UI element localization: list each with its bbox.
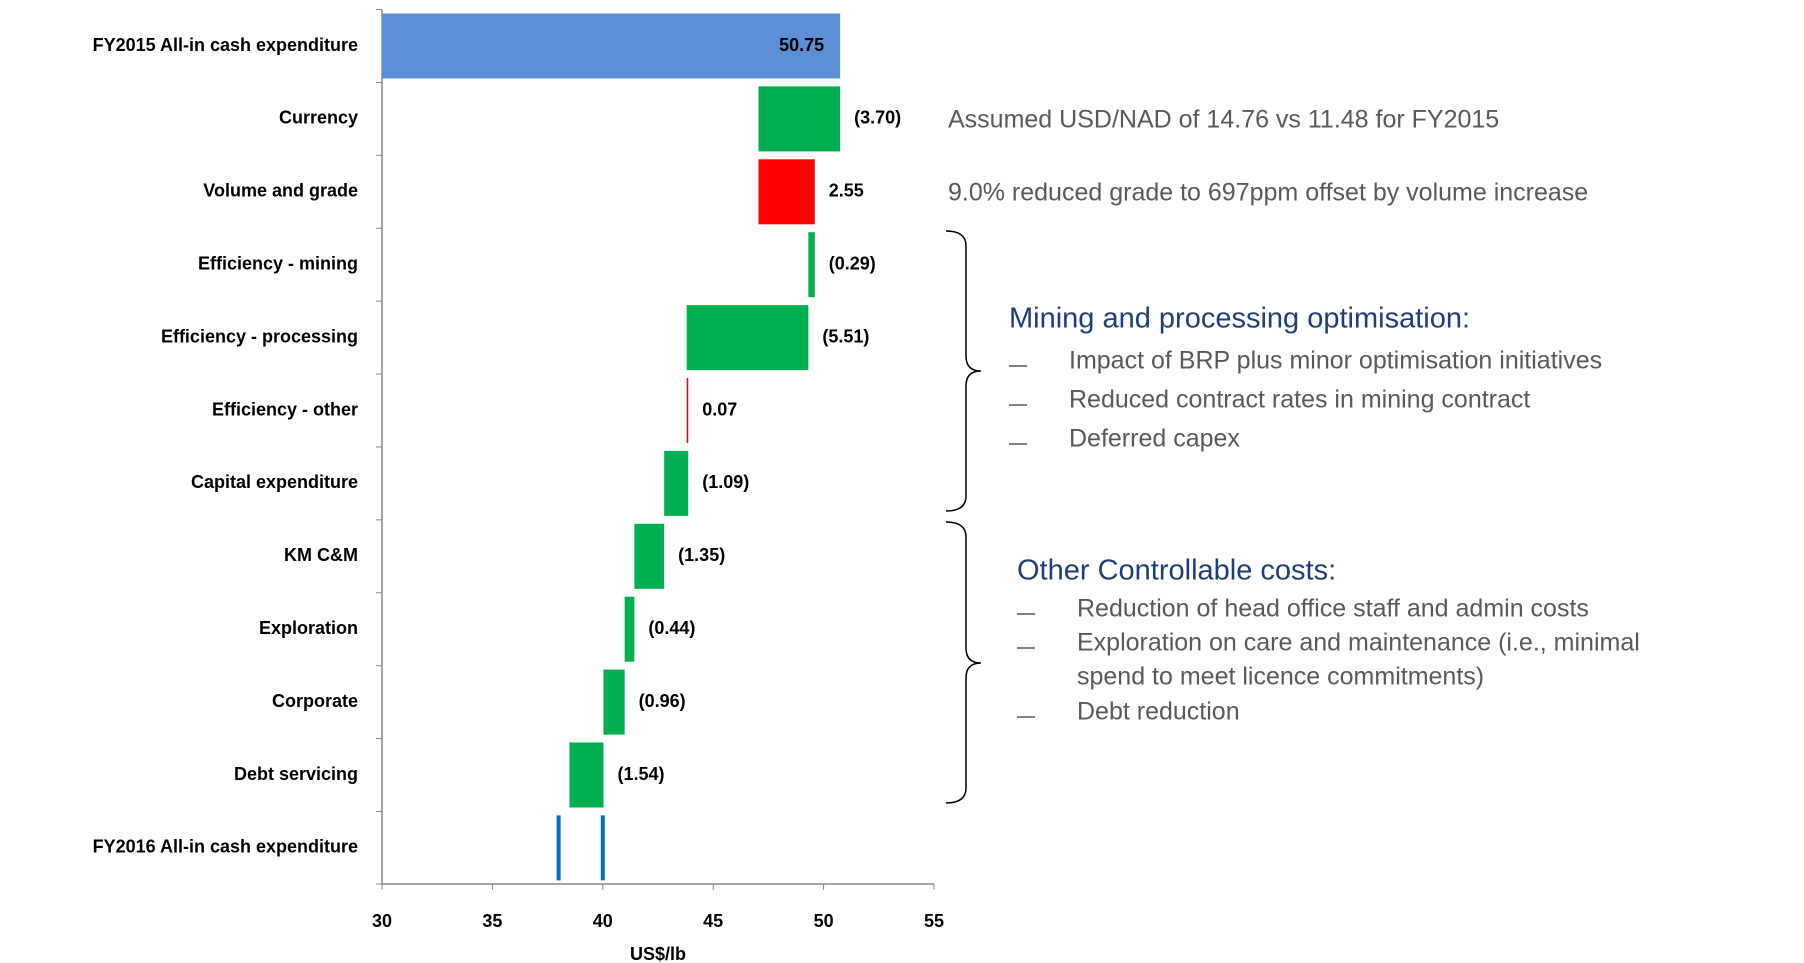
category-label: FY2015 All-in cash expenditure — [93, 35, 358, 55]
x-tick-label: 45 — [703, 911, 723, 931]
category-label: Currency — [279, 108, 358, 128]
bar — [382, 13, 841, 79]
value-label: (0.44) — [648, 618, 695, 638]
category-label: Efficiency - processing — [161, 326, 358, 346]
category-label: Volume and grade — [203, 181, 358, 201]
bullet-text: Deferred capex — [1069, 425, 1240, 453]
x-tick-label: 50 — [814, 911, 834, 931]
value-label: (0.96) — [639, 691, 686, 711]
x-tick-label: 55 — [924, 911, 944, 931]
bullet-text: spend to meet licence commitments) — [1077, 663, 1484, 691]
bullet-text: Impact of BRP plus minor optimisation in… — [1069, 347, 1602, 375]
category-label: FY2016 All-in cash expenditure — [93, 837, 358, 857]
category-label: Efficiency - other — [212, 399, 358, 419]
bullet-text: Debt reduction — [1077, 698, 1240, 726]
value-label: (3.70) — [854, 108, 901, 128]
value-label: (5.51) — [822, 326, 869, 346]
bar — [624, 596, 635, 662]
category-label: KM C&M — [284, 545, 358, 565]
bar — [758, 86, 841, 152]
value-label: 2.55 — [829, 181, 864, 201]
category-label: Exploration — [259, 618, 358, 638]
bar — [569, 742, 604, 808]
brace — [945, 521, 982, 804]
bar — [686, 378, 689, 443]
value-label: (1.35) — [678, 545, 725, 565]
category-label: Debt servicing — [234, 764, 358, 784]
bar — [634, 523, 665, 589]
group-heading: Mining and processing optimisation: — [1009, 303, 1470, 335]
note: Assumed USD/NAD of 14.76 vs 11.48 for FY… — [948, 106, 1499, 134]
group-heading: Other Controllable costs: — [1017, 555, 1336, 587]
category-label: Efficiency - mining — [198, 253, 358, 273]
value-label: 0.07 — [702, 399, 737, 419]
bar — [758, 159, 815, 225]
bullet-text: Reduced contract rates in mining contrac… — [1069, 386, 1530, 414]
value-label: (1.54) — [617, 764, 664, 784]
bar — [686, 305, 809, 371]
value-label: (1.09) — [702, 472, 749, 492]
x-axis-label: US$/lb — [630, 944, 686, 963]
x-tick-label: 35 — [482, 911, 502, 931]
bullet-text: Reduction of head office staff and admin… — [1077, 595, 1589, 623]
value-label: (0.29) — [829, 253, 876, 273]
bullet-text: Exploration on care and maintenance (i.e… — [1077, 629, 1640, 657]
category-label: Corporate — [272, 691, 358, 711]
x-tick-label: 40 — [593, 911, 613, 931]
bar — [664, 450, 689, 516]
bar — [603, 669, 625, 735]
value-label: 50.75 — [779, 35, 824, 55]
brace — [945, 230, 982, 512]
category-label: Capital expenditure — [191, 472, 358, 492]
bar — [808, 232, 815, 298]
note: 9.0% reduced grade to 697ppm offset by v… — [948, 179, 1588, 207]
x-tick-label: 30 — [372, 911, 392, 931]
